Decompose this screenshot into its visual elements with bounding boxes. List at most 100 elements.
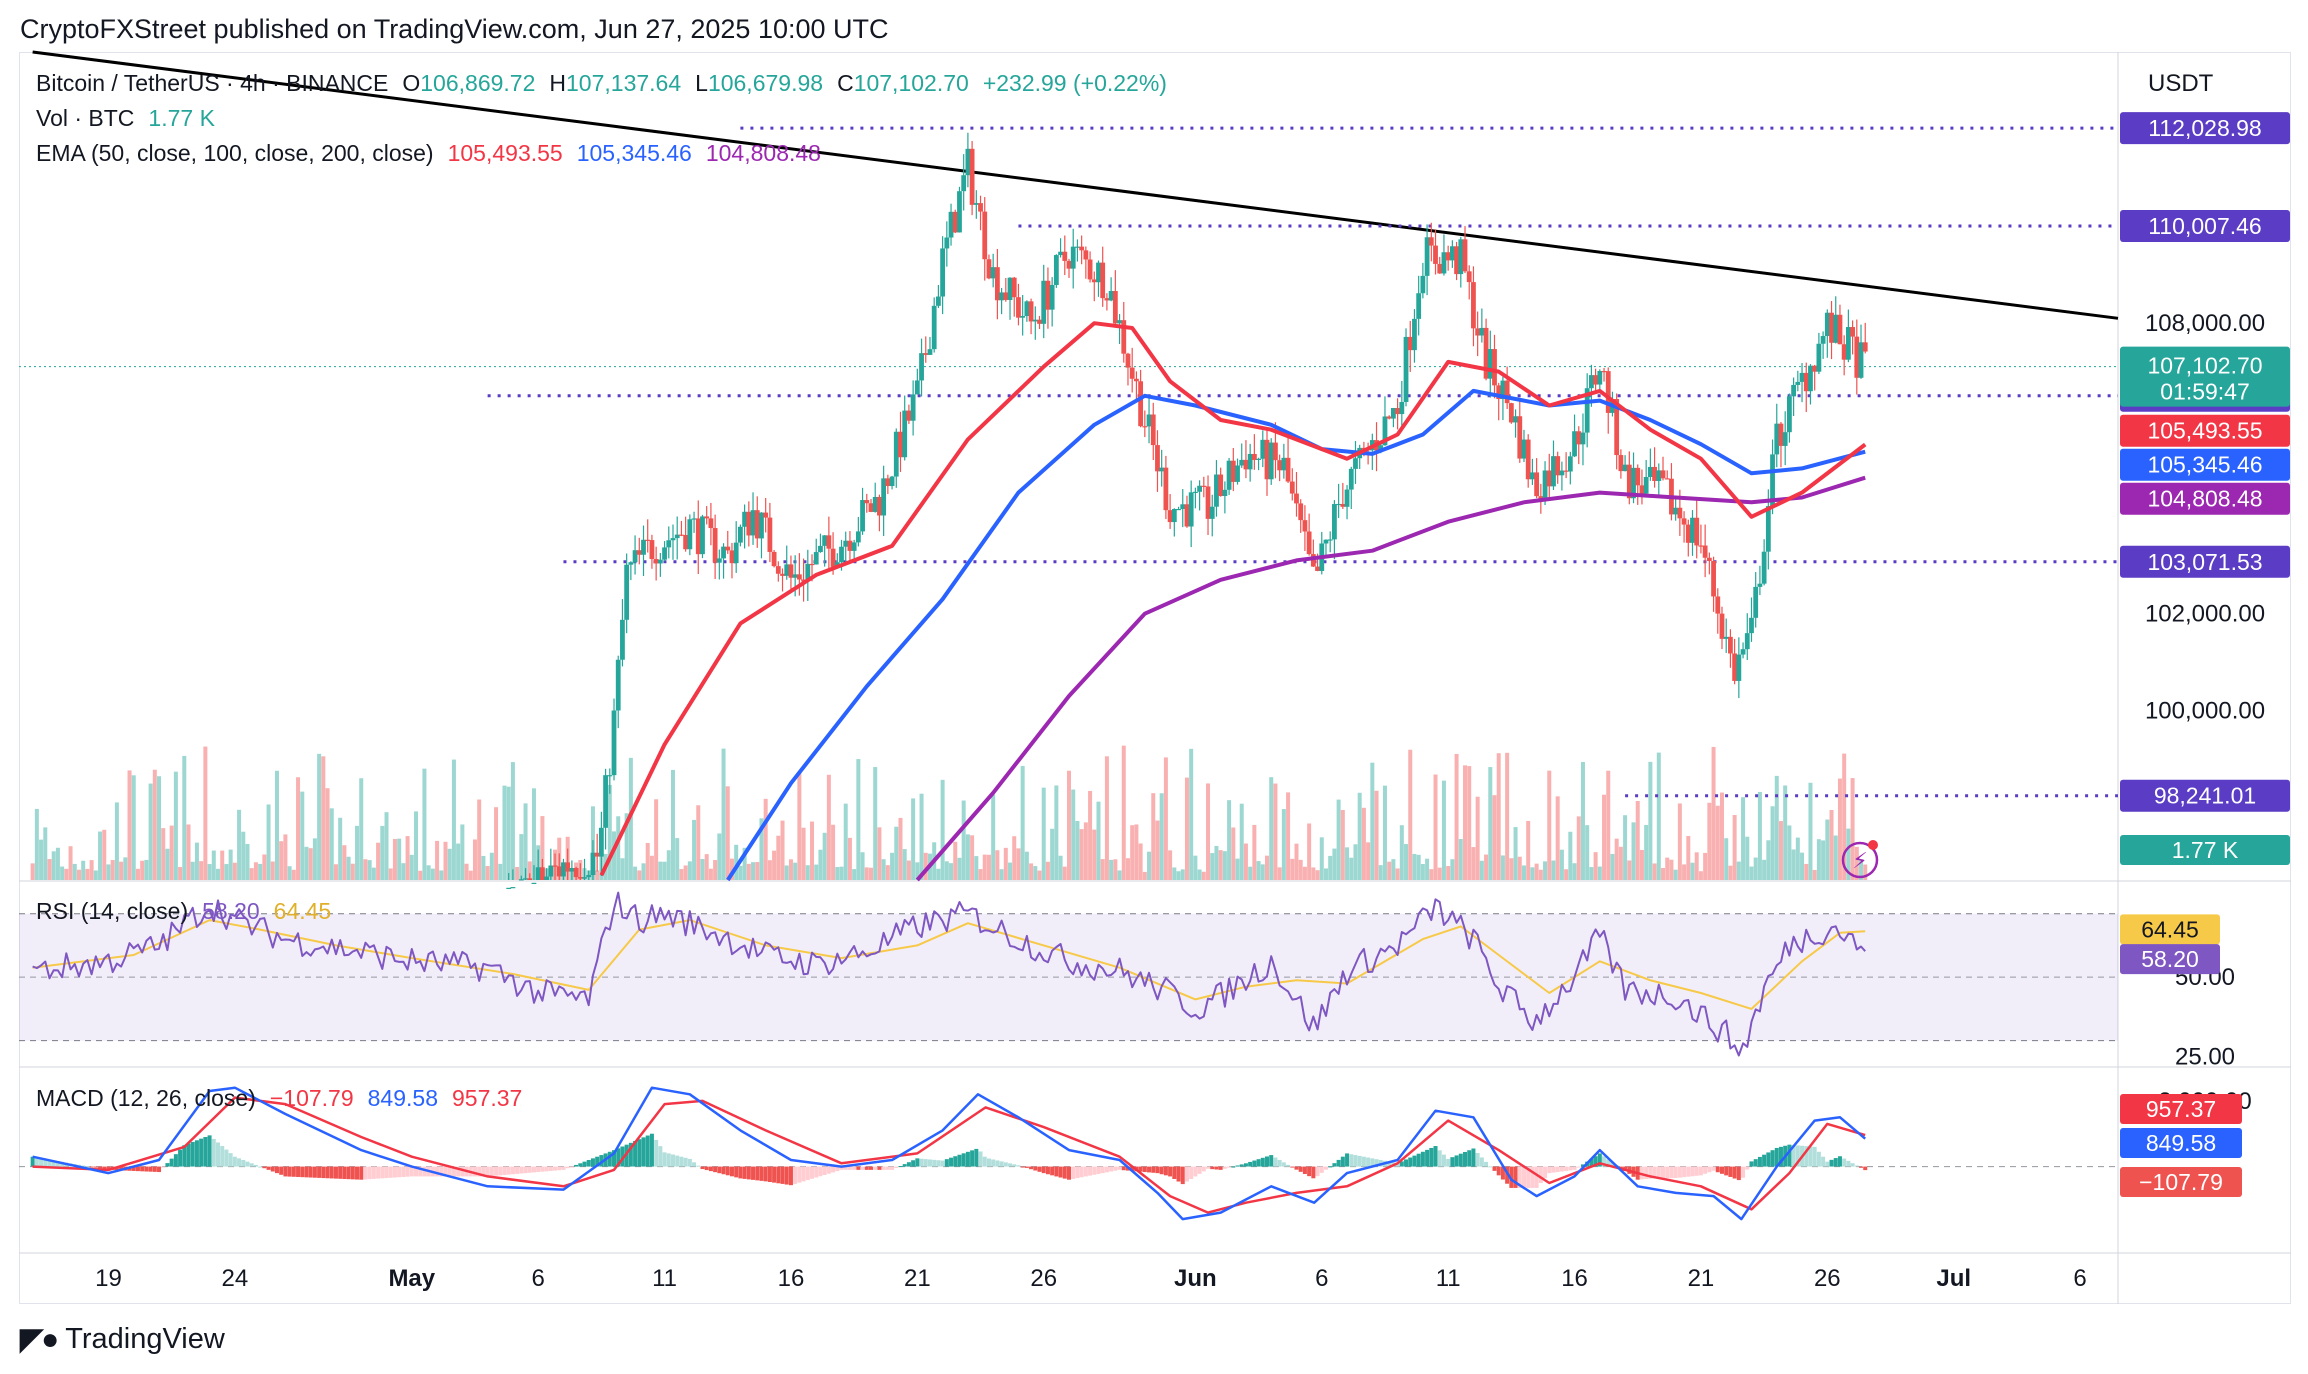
candle-up [523, 878, 528, 880]
legend-symbol[interactable]: Bitcoin / TetherUS · 4h · BINANCE [36, 70, 389, 96]
volume-bar [447, 848, 452, 880]
macd-histogram-bar [89, 1166, 94, 1168]
volume-bar [620, 858, 625, 880]
candle-down [683, 534, 689, 550]
macd-histogram-bar [1749, 1161, 1754, 1167]
candle-up [1824, 312, 1830, 337]
macd-histogram-bar [317, 1166, 322, 1178]
volume-bar [831, 824, 836, 880]
candle-down [1079, 246, 1085, 251]
volume-bar [788, 859, 793, 880]
tradingview-logo[interactable]: ⁠◤● TradingView [20, 1322, 225, 1357]
macd-histogram-bar [1201, 1166, 1206, 1172]
candle-down [1664, 478, 1670, 480]
macd-histogram-bar [725, 1166, 730, 1176]
volume-bar [1484, 854, 1489, 880]
macd-histogram-bar [1534, 1166, 1539, 1188]
macd-histogram-bar [818, 1166, 823, 1177]
volume-bar [843, 803, 848, 880]
legend-vol-label[interactable]: Vol · BTC [36, 105, 135, 131]
macd-histogram-bar [1286, 1164, 1291, 1167]
legend-macd-label[interactable]: MACD (12, 26, close) [36, 1085, 256, 1111]
volume-bar [919, 793, 924, 880]
macd-histogram-bar [1766, 1152, 1771, 1167]
macd-histogram-bar [1530, 1166, 1535, 1188]
volume-bar [1058, 855, 1063, 880]
macd-histogram-bar [1719, 1166, 1724, 1174]
volume-bar [1113, 859, 1118, 880]
macd-histogram-bar [607, 1151, 612, 1167]
volume-bar [1463, 765, 1468, 880]
candle-up [961, 175, 967, 192]
candle-down [1626, 464, 1632, 499]
ema-tag: 104,808.48 [2147, 486, 2262, 512]
candle-down [539, 867, 545, 880]
volume-bar [894, 826, 899, 880]
candle-up [1690, 517, 1695, 543]
macd-histogram-bar [51, 1160, 56, 1167]
candle-up [620, 619, 625, 660]
volume-bar [873, 767, 878, 880]
macd-histogram-bar [755, 1166, 760, 1181]
volume-bar [1707, 802, 1712, 880]
candle-up [889, 476, 895, 487]
macd-histogram-bar [1239, 1164, 1244, 1167]
candle-up [1007, 277, 1013, 300]
volume-bar [877, 827, 882, 880]
candle-up [548, 865, 554, 877]
macd-histogram-bar [1458, 1153, 1463, 1167]
candle-up [510, 887, 516, 889]
candle-down [868, 503, 874, 512]
candle-up [1188, 492, 1194, 527]
volume-bar [662, 861, 667, 880]
volume-bar [1842, 753, 1847, 880]
candle-down [796, 574, 802, 580]
candle-down [556, 866, 562, 877]
volume-bar [1184, 777, 1189, 880]
macd-histogram-bar [1420, 1151, 1425, 1167]
rsi-ma-tag: 64.45 [2141, 916, 2199, 942]
macd-histogram-bar [1707, 1166, 1712, 1173]
volume-bar [692, 819, 697, 880]
volume-bar [1703, 852, 1708, 880]
macd-histogram-bar [1741, 1166, 1746, 1178]
volume-bar [1749, 866, 1754, 880]
candle-up [506, 887, 512, 890]
macd-histogram-bar [1404, 1159, 1409, 1167]
currency-label[interactable]: USDT [2148, 70, 2214, 97]
candle-up [1458, 239, 1464, 275]
legend-macd-value: 849.58 [367, 1085, 438, 1111]
macd-histogram-bar [590, 1158, 595, 1167]
volume-bar [1361, 807, 1366, 880]
macd-histogram-bar [1083, 1166, 1088, 1177]
volume-bar [355, 825, 360, 880]
volume-bar [245, 843, 250, 880]
candle-down [577, 877, 583, 879]
candle-down [923, 353, 929, 355]
volume-bar [725, 786, 730, 880]
volume-bar [696, 805, 701, 880]
volume-bar [1311, 867, 1316, 880]
time-tick-label: 26 [1814, 1265, 1841, 1292]
volume-bar [1732, 815, 1737, 880]
volume-bar [890, 852, 895, 880]
candle-down [1167, 510, 1173, 523]
legend-rsi-label[interactable]: RSI (14, close) [36, 898, 189, 924]
volume-bar [1538, 869, 1543, 880]
legend-ema-label[interactable]: EMA (50, close, 100, close, 200, close) [36, 140, 434, 166]
volume-bar [506, 786, 511, 880]
macd-histogram-bar [1821, 1156, 1826, 1167]
volume-bar [624, 813, 629, 880]
macd-histogram-bar [321, 1166, 326, 1179]
candle-up [1424, 237, 1430, 276]
volume-bar [957, 857, 962, 880]
candle-up [1260, 439, 1266, 459]
candle-up [1222, 489, 1228, 497]
macd-histogram-bar [1698, 1166, 1703, 1176]
volume-bar [1787, 825, 1792, 880]
macd-histogram-bar [371, 1166, 376, 1179]
macd-histogram-bar [405, 1166, 410, 1177]
macd-histogram-bar [274, 1166, 279, 1174]
